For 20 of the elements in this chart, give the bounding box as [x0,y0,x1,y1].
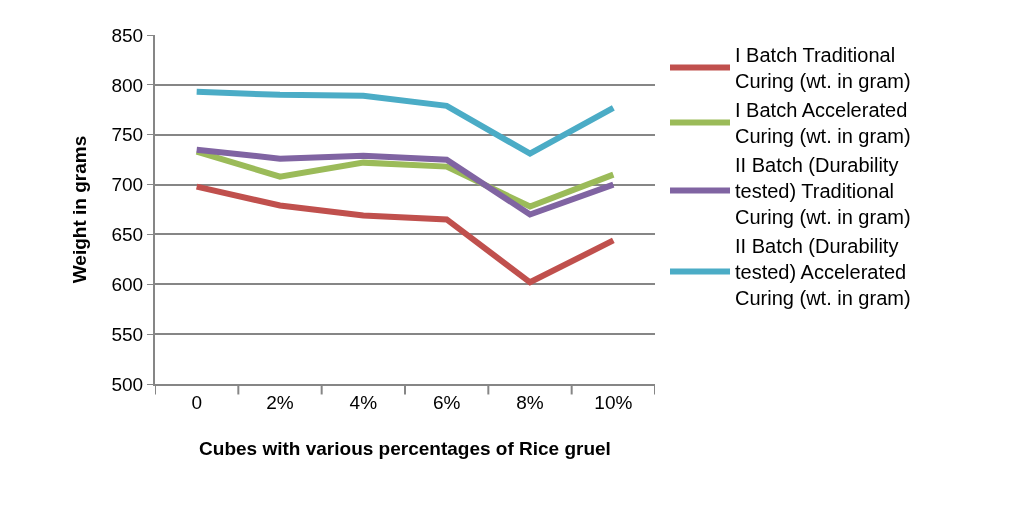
y-tick-label: 800 [111,74,144,96]
legend-label: I Batch Accelerated Curing (wt. in gram) [735,99,911,148]
x-tick-label: 4% [349,391,378,413]
y-tick-label: 550 [111,323,144,345]
y-tick-label: 600 [111,273,144,295]
x-tick-label: 8% [516,391,544,413]
legend-label: I Batch Traditional Curing (wt. in gram) [735,44,911,93]
y-tick-label: 500 [111,373,144,395]
legend-label: II Batch (Durability tested) Accelerated Curing (wt. in gram) [735,235,911,310]
legend-label: II Batch (Durability tested) Traditional Curing (wt. in gram) [735,154,911,229]
x-tick-label: 10% [594,391,633,413]
y-tick-label: 700 [111,174,144,196]
y-tick-label: 750 [111,124,144,146]
y-tick-label: 650 [111,224,144,246]
x-axis-title: Cubes with various percentages of Rice gruel [199,438,611,460]
x-tick-label: 6% [432,391,461,413]
x-tick-label: 2% [266,391,294,413]
y-tick-label: 850 [111,24,144,46]
x-tick-label: 0 [191,391,202,413]
y-axis-title: Weight in grams [68,135,90,284]
